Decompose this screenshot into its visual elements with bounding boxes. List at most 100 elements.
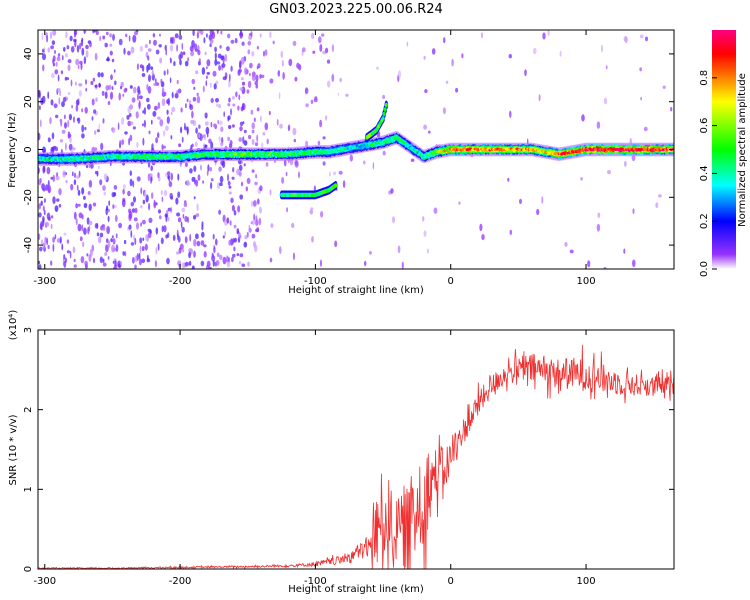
noise-speckle xyxy=(249,72,251,77)
noise-speckle xyxy=(210,98,214,103)
noise-speckle xyxy=(155,49,160,55)
noise-speckle xyxy=(249,62,253,69)
noise-speckle xyxy=(196,203,199,212)
noise-speckle xyxy=(184,215,188,223)
noise-speckle xyxy=(171,91,174,99)
noise-speckle xyxy=(94,84,98,88)
noise-speckle xyxy=(259,74,262,79)
noise-speckle xyxy=(559,50,562,57)
noise-speckle xyxy=(233,246,236,252)
noise-speckle xyxy=(210,121,213,128)
noise-speckle xyxy=(228,191,232,195)
noise-speckle xyxy=(100,72,104,78)
noise-speckle xyxy=(42,218,45,227)
noise-speckle xyxy=(205,126,210,135)
noise-speckle xyxy=(190,50,195,57)
noise-speckle xyxy=(218,65,222,71)
noise-speckle xyxy=(229,220,232,226)
noise-speckle xyxy=(219,45,222,49)
noise-speckle xyxy=(253,244,258,253)
noise-speckle xyxy=(161,87,165,95)
noise-speckle xyxy=(144,44,148,49)
noise-speckle xyxy=(216,61,221,65)
noise-speckle xyxy=(175,197,179,205)
noise-speckle xyxy=(110,91,114,100)
noise-speckle xyxy=(118,38,123,46)
noise-speckle xyxy=(78,83,83,87)
noise-speckle xyxy=(223,111,225,118)
noise-speckle xyxy=(107,215,110,222)
noise-speckle xyxy=(67,131,70,140)
noise-speckle xyxy=(68,113,72,121)
noise-speckle xyxy=(226,217,230,224)
noise-speckle xyxy=(222,256,227,265)
noise-speckle xyxy=(326,59,331,64)
noise-speckle xyxy=(195,70,199,75)
noise-speckle xyxy=(349,154,353,162)
noise-speckle xyxy=(239,31,243,39)
noise-speckle xyxy=(232,253,236,258)
noise-speckle xyxy=(329,171,331,177)
noise-speckle xyxy=(205,75,208,79)
noise-speckle xyxy=(122,93,125,97)
noise-speckle xyxy=(130,230,133,238)
noise-speckle xyxy=(94,130,97,135)
noise-speckle xyxy=(183,202,188,208)
noise-speckle xyxy=(54,205,59,213)
noise-speckle xyxy=(77,189,81,196)
noise-speckle xyxy=(137,93,139,101)
noise-speckle xyxy=(63,254,66,260)
noise-speckle xyxy=(165,234,168,239)
noise-speckle xyxy=(43,47,46,51)
noise-speckle xyxy=(102,185,106,191)
noise-speckle xyxy=(200,30,204,35)
noise-speckle xyxy=(125,33,128,38)
noise-speckle xyxy=(209,167,213,172)
noise-speckle xyxy=(153,39,157,46)
noise-speckle xyxy=(292,40,297,47)
noise-speckle xyxy=(250,200,253,207)
noise-speckle xyxy=(254,181,258,186)
noise-speckle xyxy=(132,126,136,130)
noise-speckle xyxy=(364,260,367,267)
noise-speckle xyxy=(232,167,235,173)
noise-speckle xyxy=(200,164,202,171)
noise-speckle xyxy=(128,137,131,146)
noise-speckle xyxy=(181,207,186,213)
y-tick-label: -40 xyxy=(23,237,34,253)
noise-speckle xyxy=(151,119,153,125)
noise-speckle xyxy=(145,234,148,242)
noise-speckle xyxy=(197,50,201,56)
noise-speckle xyxy=(83,227,87,235)
noise-speckle xyxy=(166,116,170,124)
noise-speckle xyxy=(196,240,201,247)
noise-speckle xyxy=(130,46,135,54)
noise-speckle xyxy=(144,190,147,199)
noise-speckle xyxy=(50,260,53,266)
noise-speckle xyxy=(195,127,198,134)
noise-speckle xyxy=(59,90,62,97)
noise-speckle xyxy=(114,214,118,223)
noise-speckle xyxy=(90,163,94,169)
noise-speckle xyxy=(105,85,110,91)
noise-speckle xyxy=(190,119,195,125)
noise-speckle xyxy=(170,172,173,181)
x-tick-label: -100 xyxy=(304,576,327,587)
noise-speckle xyxy=(320,211,324,218)
noise-speckle xyxy=(129,170,132,176)
branch-point xyxy=(381,116,385,121)
noise-speckle xyxy=(197,174,201,181)
noise-speckle xyxy=(231,176,235,180)
noise-speckle xyxy=(81,133,85,139)
noise-speckle xyxy=(239,253,244,258)
noise-speckle xyxy=(126,115,130,120)
noise-speckle xyxy=(242,121,245,125)
noise-speckle xyxy=(39,119,42,128)
noise-speckle xyxy=(603,97,608,105)
noise-speckle xyxy=(205,80,208,87)
noise-speckle xyxy=(262,132,266,136)
noise-speckle xyxy=(79,42,82,50)
noise-speckle xyxy=(99,232,104,238)
noise-speckle xyxy=(55,114,59,119)
noise-speckle xyxy=(255,174,258,179)
